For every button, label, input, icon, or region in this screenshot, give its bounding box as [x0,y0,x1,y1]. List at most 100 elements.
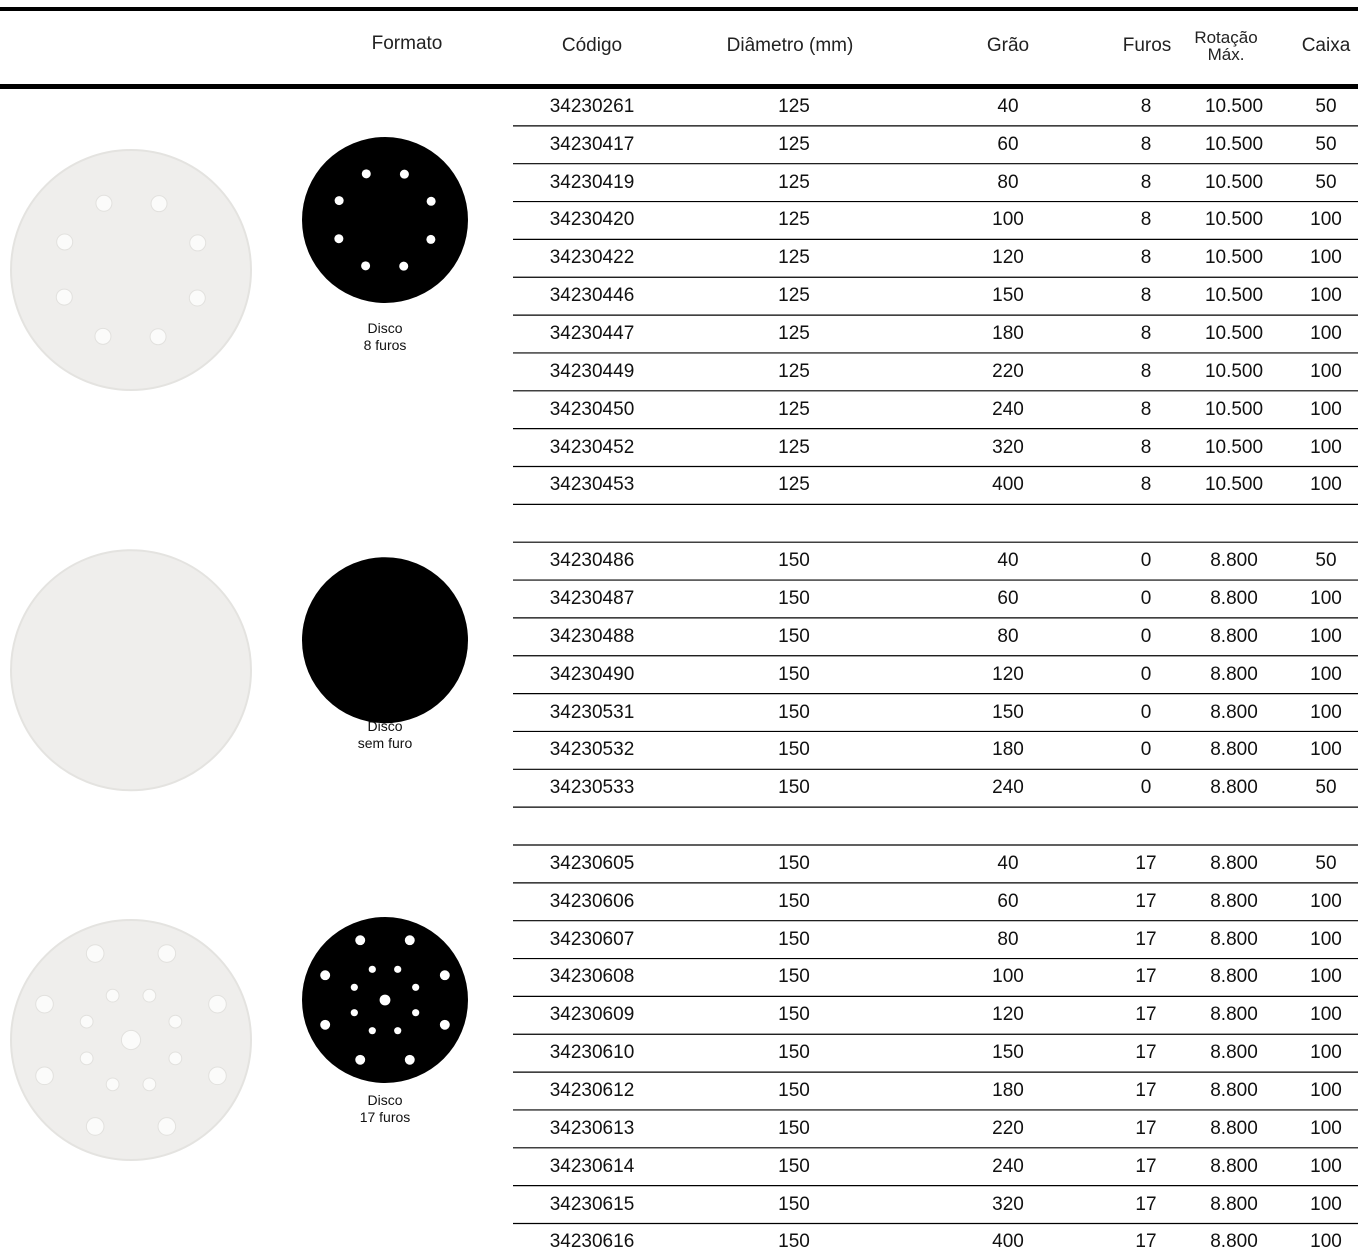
table-cell: 34230615 [549,1193,635,1215]
table-cell: 34230533 [549,777,635,799]
disc-hole [361,169,371,179]
table-cell: 8.800 [1210,701,1258,723]
table-cell: 8 [1140,95,1152,117]
table-cell: 150 [778,1193,810,1215]
table-cell: 17 [1135,1042,1157,1064]
disc-hole [157,1117,177,1136]
table-cell: 150 [778,966,810,988]
table-cell: 150 [992,701,1024,723]
table-cell: 34230605 [549,852,635,874]
table-cell: 0 [1140,777,1152,799]
table-cell: 125 [778,171,810,193]
table-cell: 320 [992,1193,1024,1215]
table-cell: 120 [992,663,1024,685]
disc-hole [412,1009,420,1017]
table-cell: 100 [992,966,1024,988]
table-cell: 50 [1315,133,1337,155]
table-cell: 8.800 [1210,587,1258,609]
table-cell: 150 [778,701,810,723]
table-cell: 0 [1140,625,1152,647]
table-cell: 125 [778,360,810,382]
table-cell: 8 [1140,285,1152,307]
table-cell: 10.500 [1204,209,1264,231]
table-cell: 125 [778,247,810,269]
table-cell: 34230417 [549,133,635,155]
disc-hole [150,195,168,213]
table-cell: 50 [1315,171,1337,193]
column-header: Caixa [1301,35,1351,56]
table-cell: 100 [992,209,1024,231]
table-cell: 34230447 [549,323,635,345]
disc-hole [439,970,450,981]
disc-hole [426,234,436,244]
table-cell: 150 [778,1004,810,1026]
table-cell: 10.500 [1204,171,1264,193]
table-cell: 80 [997,928,1019,950]
table-cell: 100 [1310,890,1342,912]
disc-hole [85,1117,105,1136]
table-cell: 50 [1315,550,1337,572]
table-cell: 34230532 [549,739,635,761]
table-cell: 100 [1310,209,1342,231]
table-cell: 150 [778,663,810,685]
column-header: Diâmetro (mm) [726,35,854,56]
table-cell: 240 [992,777,1024,799]
table-cell: 34230486 [549,550,635,572]
disc-hole [394,965,402,973]
table-cell: 150 [778,1080,810,1102]
table-cell: 0 [1140,739,1152,761]
table-cell: 150 [778,739,810,761]
table-cell: 8.800 [1210,928,1258,950]
table-cell: 8.800 [1210,663,1258,685]
table-cell: 17 [1135,1004,1157,1026]
table-cell: 180 [992,323,1024,345]
table-cell: 100 [1310,247,1342,269]
table-cell: 10.500 [1204,285,1264,307]
table-cell: 8.800 [1210,550,1258,572]
table-cell: 34230609 [549,1004,635,1026]
table-cell: 125 [778,285,810,307]
table-cell: 40 [997,550,1019,572]
table-cell: 150 [778,1231,810,1253]
disc-hole [426,196,436,206]
table-cell: 100 [1310,1042,1342,1064]
table-cell: 34230419 [549,171,635,193]
table-cell: 220 [992,360,1024,382]
table-cell: 100 [1310,360,1342,382]
disc-hole [168,1051,183,1066]
table-cell: 34230420 [549,209,635,231]
table-cell: 120 [992,1004,1024,1026]
disc-hole [56,233,74,251]
table-cell: 100 [1310,1117,1342,1139]
table-cell: 17 [1135,1193,1157,1215]
table-cell: 17 [1135,1117,1157,1139]
disc-hole [320,1019,331,1030]
disc-hole [85,944,105,963]
disc-hole [399,169,409,179]
table-cell: 34230614 [549,1155,635,1177]
disc-hole [439,1019,450,1030]
disc-hole [334,234,344,244]
table-cell: 120 [992,247,1024,269]
table-cell: 10.500 [1204,133,1264,155]
table-cell: 180 [992,1080,1024,1102]
disc-hole [368,965,376,973]
disc-hole [208,1066,227,1086]
disc-hole [35,994,54,1014]
table-cell: 17 [1135,890,1157,912]
column-header: Formato [371,33,443,54]
table-cell: 10.500 [1204,323,1264,345]
table-cell: 10.500 [1204,95,1264,117]
disc-caption: 17 furos [359,1109,411,1125]
table-cell: 10.500 [1204,474,1264,496]
table-cell: 100 [1310,436,1342,458]
table-cell: 0 [1140,550,1152,572]
table-cell: 240 [992,398,1024,420]
table-cell: 50 [1315,95,1337,117]
disc-hole [355,1054,366,1065]
table-cell: 34230610 [549,1042,635,1064]
table-cell: 10.500 [1204,398,1264,420]
table-cell: 80 [997,625,1019,647]
table-cell: 100 [1310,285,1342,307]
table-cell: 34230531 [549,701,635,723]
